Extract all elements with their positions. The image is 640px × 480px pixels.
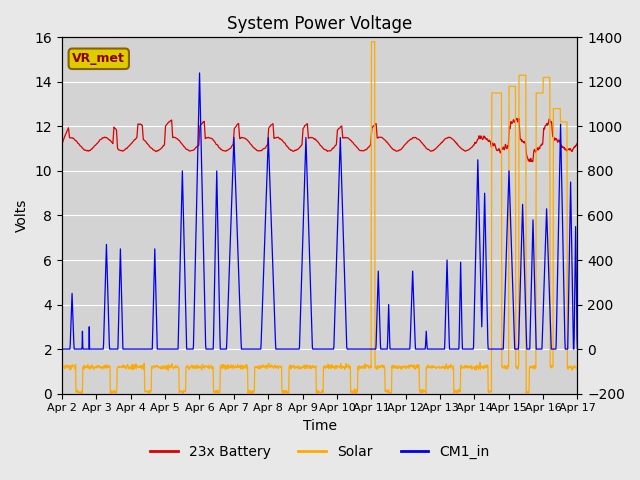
X-axis label: Time: Time <box>303 419 337 433</box>
Title: System Power Voltage: System Power Voltage <box>227 15 412 33</box>
Y-axis label: Volts: Volts <box>15 199 29 232</box>
Legend: 23x Battery, Solar, CM1_in: 23x Battery, Solar, CM1_in <box>144 440 495 465</box>
Text: VR_met: VR_met <box>72 52 125 65</box>
